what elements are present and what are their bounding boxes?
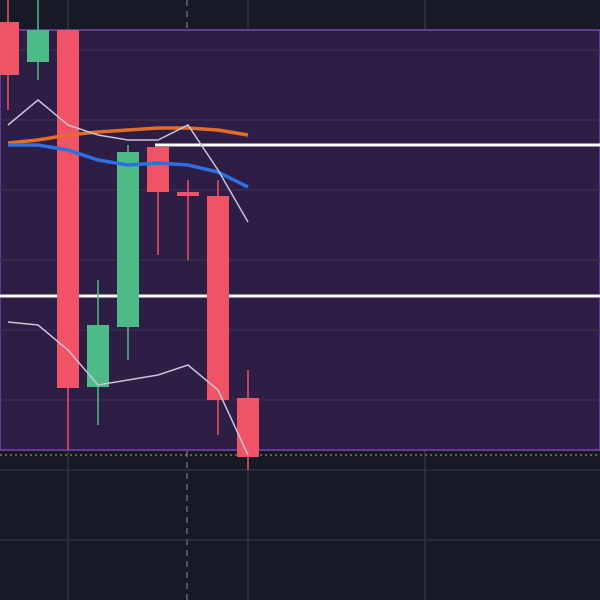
indicator-line (8, 143, 249, 189)
candle-body (117, 152, 139, 327)
candle-body (0, 22, 19, 75)
candle-body (207, 196, 229, 400)
candle-body (147, 147, 169, 192)
candle-body (87, 325, 109, 387)
indicator-line (7, 126, 249, 145)
indicator-line (7, 321, 249, 456)
candle-body (57, 30, 79, 388)
candle-body (237, 398, 259, 457)
candle-body (177, 192, 199, 196)
indicator-line (7, 99, 249, 223)
candle-body (27, 30, 49, 62)
